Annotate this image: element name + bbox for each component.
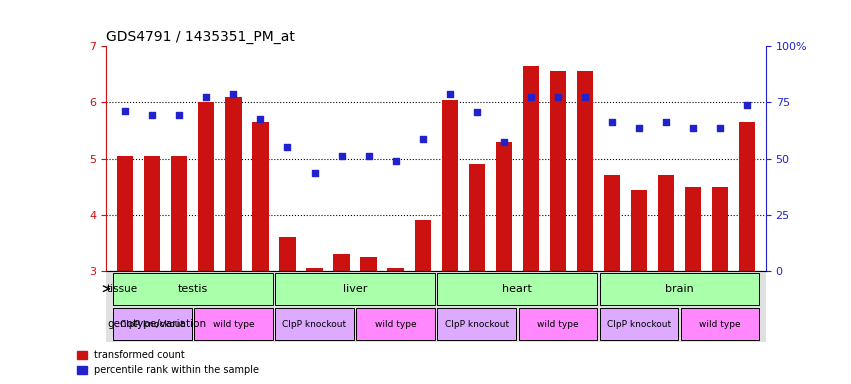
Point — [226, 91, 240, 97]
Bar — [442, 99, 458, 271]
Text: ClpP knockout: ClpP knockout — [283, 319, 346, 329]
Bar — [144, 156, 161, 271]
FancyBboxPatch shape — [681, 308, 759, 340]
Point — [443, 91, 456, 97]
Text: genotype/variation: genotype/variation — [107, 319, 206, 329]
Point — [118, 108, 132, 114]
Text: heart: heart — [502, 284, 532, 294]
Point — [578, 94, 591, 100]
Point — [605, 119, 619, 125]
Bar — [279, 237, 295, 271]
Bar — [658, 175, 674, 271]
Bar — [171, 156, 187, 271]
Text: wild type: wild type — [700, 319, 740, 329]
Bar — [685, 187, 701, 271]
Bar — [577, 71, 593, 271]
Point — [713, 124, 727, 131]
Bar — [361, 257, 377, 271]
Text: testis: testis — [178, 284, 208, 294]
FancyBboxPatch shape — [276, 308, 354, 340]
Bar — [117, 156, 134, 271]
Bar — [226, 97, 242, 271]
Text: wild type: wild type — [537, 319, 579, 329]
Bar — [414, 220, 431, 271]
FancyBboxPatch shape — [600, 308, 678, 340]
FancyBboxPatch shape — [357, 308, 435, 340]
Point — [470, 109, 483, 116]
Text: ClpP knockout: ClpP knockout — [120, 319, 185, 329]
Bar — [198, 102, 214, 271]
Point — [389, 158, 403, 164]
Point — [524, 94, 538, 100]
Bar — [631, 189, 647, 271]
Point — [632, 124, 646, 131]
Point — [334, 153, 348, 159]
Point — [551, 94, 564, 100]
Point — [659, 119, 672, 125]
FancyBboxPatch shape — [113, 308, 191, 340]
Text: tissue: tissue — [107, 284, 138, 294]
Bar — [603, 175, 620, 271]
Point — [416, 136, 430, 142]
Bar — [523, 66, 539, 271]
FancyBboxPatch shape — [113, 273, 272, 305]
Bar — [711, 187, 728, 271]
Bar — [253, 122, 269, 271]
Bar — [550, 71, 566, 271]
Text: liver: liver — [343, 284, 368, 294]
FancyBboxPatch shape — [437, 308, 516, 340]
Point — [281, 144, 294, 151]
FancyBboxPatch shape — [276, 273, 435, 305]
Text: wild type: wild type — [213, 319, 254, 329]
Bar — [739, 122, 755, 271]
Text: GDS4791 / 1435351_PM_at: GDS4791 / 1435351_PM_at — [106, 30, 295, 44]
FancyBboxPatch shape — [194, 308, 272, 340]
Bar — [334, 254, 350, 271]
Point — [686, 124, 700, 131]
Bar — [469, 164, 485, 271]
Legend: transformed count, percentile rank within the sample: transformed count, percentile rank withi… — [73, 346, 263, 379]
Text: ClpP knockout: ClpP knockout — [607, 319, 671, 329]
Point — [200, 94, 214, 100]
Point — [362, 153, 375, 159]
Point — [146, 112, 159, 118]
Point — [308, 170, 322, 176]
Bar — [306, 268, 323, 271]
FancyBboxPatch shape — [518, 308, 597, 340]
Text: wild type: wild type — [374, 319, 416, 329]
Point — [740, 102, 754, 108]
Text: brain: brain — [665, 284, 694, 294]
Bar — [495, 142, 511, 271]
Bar — [387, 268, 403, 271]
Text: ClpP knockout: ClpP knockout — [444, 319, 509, 329]
Point — [173, 112, 186, 118]
Point — [254, 116, 267, 122]
FancyBboxPatch shape — [600, 273, 759, 305]
Point — [497, 139, 511, 145]
FancyBboxPatch shape — [437, 273, 597, 305]
